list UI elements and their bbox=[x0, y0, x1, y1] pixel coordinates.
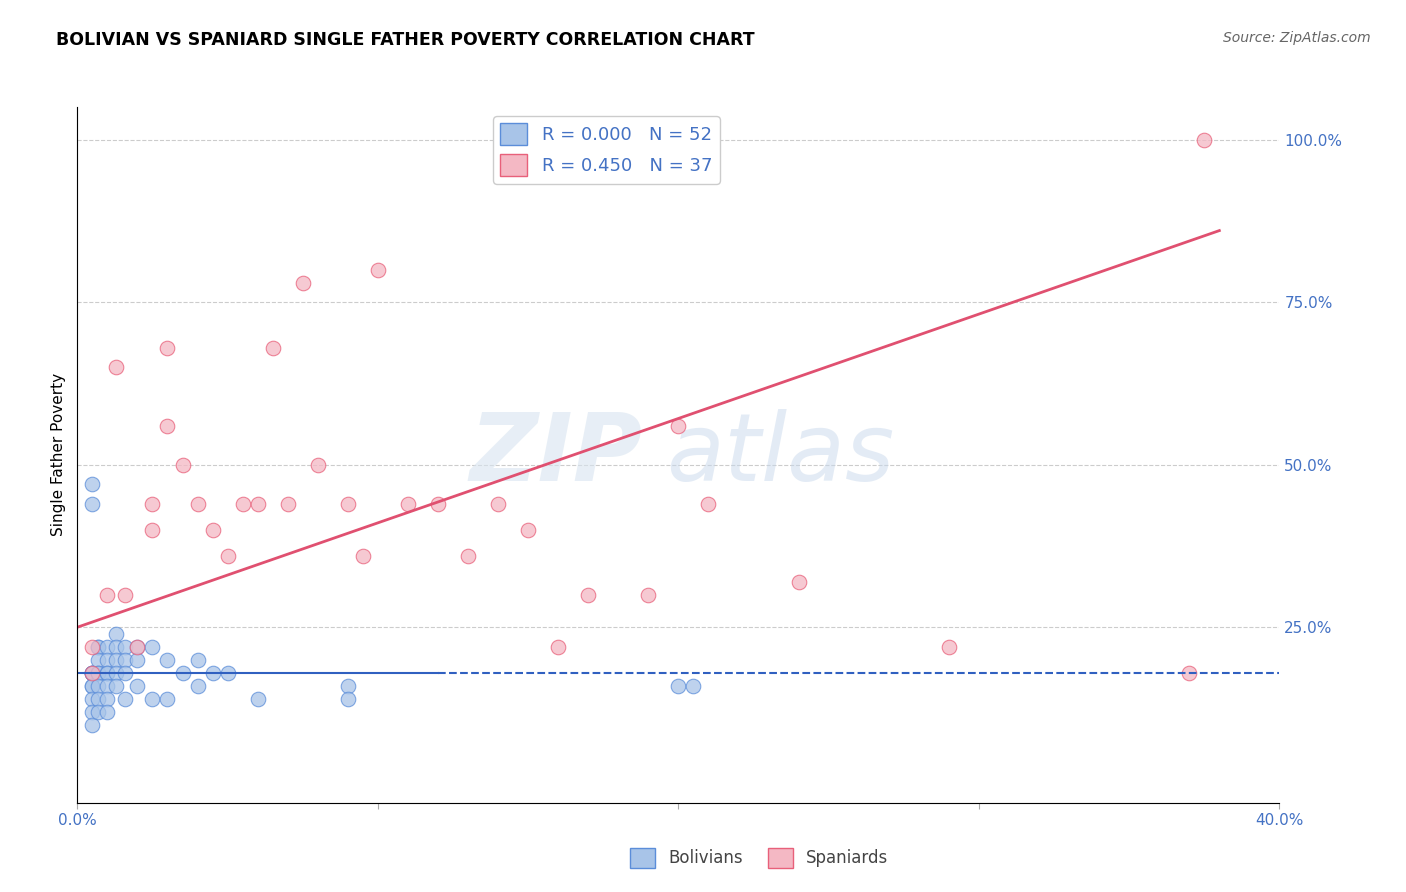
Point bbox=[307, 458, 329, 472]
Point bbox=[547, 640, 569, 654]
Point bbox=[87, 640, 110, 654]
Point bbox=[87, 640, 110, 654]
Point bbox=[637, 588, 659, 602]
Point bbox=[82, 665, 104, 680]
Point bbox=[82, 705, 104, 719]
Point bbox=[336, 679, 359, 693]
Point bbox=[114, 640, 136, 654]
Point bbox=[105, 626, 128, 640]
Point bbox=[277, 497, 299, 511]
Point bbox=[217, 665, 239, 680]
Point bbox=[201, 523, 224, 537]
Point bbox=[141, 497, 163, 511]
Point bbox=[486, 497, 509, 511]
Point bbox=[576, 588, 599, 602]
Point bbox=[246, 497, 269, 511]
Point bbox=[668, 679, 690, 693]
Point bbox=[82, 665, 104, 680]
Point bbox=[127, 640, 149, 654]
Point bbox=[114, 691, 136, 706]
Point bbox=[291, 276, 314, 290]
Point bbox=[187, 679, 209, 693]
Point bbox=[172, 458, 194, 472]
Point bbox=[105, 665, 128, 680]
Point bbox=[96, 691, 118, 706]
Legend: Bolivians, Spaniards: Bolivians, Spaniards bbox=[623, 841, 896, 875]
Legend: R = 0.000   N = 52, R = 0.450   N = 37: R = 0.000 N = 52, R = 0.450 N = 37 bbox=[494, 116, 720, 184]
Point bbox=[187, 653, 209, 667]
Point bbox=[127, 653, 149, 667]
Point bbox=[1194, 132, 1216, 146]
Point bbox=[87, 653, 110, 667]
Point bbox=[114, 588, 136, 602]
Point bbox=[96, 665, 118, 680]
Point bbox=[156, 691, 179, 706]
Point bbox=[82, 477, 104, 491]
Point bbox=[141, 523, 163, 537]
Point bbox=[114, 653, 136, 667]
Point bbox=[141, 640, 163, 654]
Point bbox=[82, 497, 104, 511]
Point bbox=[156, 341, 179, 355]
Point bbox=[96, 588, 118, 602]
Point bbox=[141, 691, 163, 706]
Text: Source: ZipAtlas.com: Source: ZipAtlas.com bbox=[1223, 31, 1371, 45]
Point bbox=[668, 418, 690, 433]
Point bbox=[682, 679, 704, 693]
Point bbox=[87, 665, 110, 680]
Point bbox=[172, 665, 194, 680]
Point bbox=[82, 679, 104, 693]
Point bbox=[87, 665, 110, 680]
Point bbox=[232, 497, 254, 511]
Y-axis label: Single Father Poverty: Single Father Poverty bbox=[51, 374, 66, 536]
Point bbox=[96, 705, 118, 719]
Point bbox=[787, 574, 810, 589]
Point bbox=[246, 691, 269, 706]
Point bbox=[87, 679, 110, 693]
Point bbox=[96, 640, 118, 654]
Point bbox=[96, 679, 118, 693]
Point bbox=[105, 360, 128, 375]
Point bbox=[96, 653, 118, 667]
Point bbox=[938, 640, 960, 654]
Point bbox=[96, 665, 118, 680]
Point bbox=[427, 497, 450, 511]
Point bbox=[82, 691, 104, 706]
Point bbox=[82, 640, 104, 654]
Point bbox=[156, 418, 179, 433]
Point bbox=[217, 549, 239, 563]
Point bbox=[82, 665, 104, 680]
Point bbox=[262, 341, 284, 355]
Point bbox=[105, 679, 128, 693]
Point bbox=[457, 549, 479, 563]
Point bbox=[127, 640, 149, 654]
Text: ZIP: ZIP bbox=[470, 409, 643, 501]
Point bbox=[336, 497, 359, 511]
Point bbox=[87, 691, 110, 706]
Point bbox=[82, 665, 104, 680]
Point bbox=[114, 665, 136, 680]
Point bbox=[697, 497, 720, 511]
Point bbox=[105, 640, 128, 654]
Point bbox=[82, 679, 104, 693]
Point bbox=[82, 665, 104, 680]
Point bbox=[187, 497, 209, 511]
Point bbox=[352, 549, 374, 563]
Point bbox=[367, 262, 389, 277]
Point bbox=[396, 497, 419, 511]
Point bbox=[105, 653, 128, 667]
Point bbox=[201, 665, 224, 680]
Text: BOLIVIAN VS SPANIARD SINGLE FATHER POVERTY CORRELATION CHART: BOLIVIAN VS SPANIARD SINGLE FATHER POVER… bbox=[56, 31, 755, 49]
Point bbox=[82, 718, 104, 732]
Point bbox=[517, 523, 540, 537]
Point bbox=[156, 653, 179, 667]
Point bbox=[1178, 665, 1201, 680]
Point bbox=[87, 705, 110, 719]
Text: atlas: atlas bbox=[666, 409, 894, 500]
Point bbox=[336, 691, 359, 706]
Point bbox=[127, 679, 149, 693]
